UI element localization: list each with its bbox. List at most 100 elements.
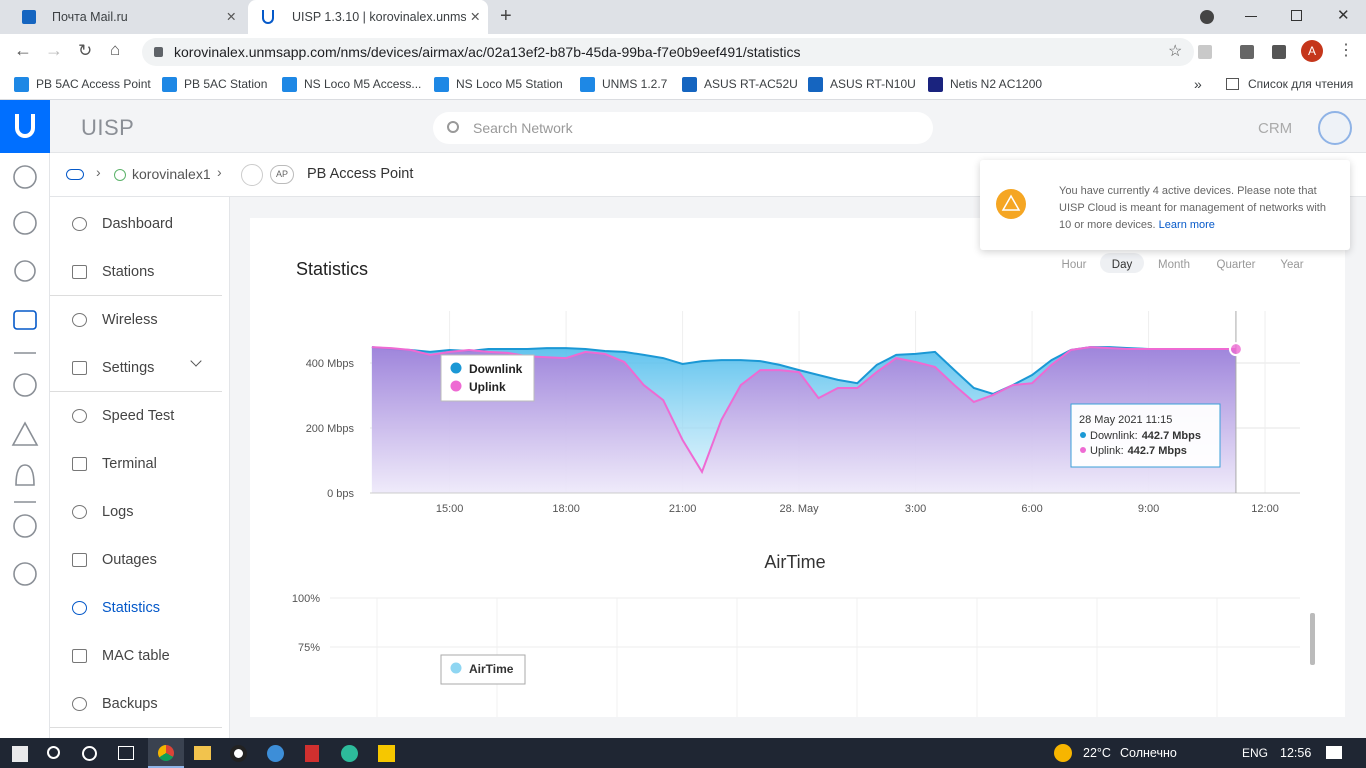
crm-link[interactable]: CRM bbox=[1258, 120, 1293, 137]
nav-item[interactable]: Backups bbox=[50, 680, 229, 728]
profile[interactable]: A bbox=[1301, 40, 1323, 62]
close[interactable]: ✕ bbox=[1337, 7, 1350, 24]
tab[interactable]: Почта Mail.ru ✕ bbox=[8, 0, 244, 34]
bookmark[interactable]: ASUS RT-AC52U bbox=[682, 69, 798, 99]
icon-rail bbox=[0, 153, 50, 738]
bookmark[interactable]: Netis N2 AC1200 bbox=[928, 69, 1042, 99]
nav-item[interactable]: Wireless bbox=[50, 296, 229, 344]
reading-list[interactable]: Список для чтения bbox=[1226, 69, 1353, 99]
x-tick-label: 18:00 bbox=[552, 503, 580, 515]
tab-bar: Почта Mail.ru ✕ UISP 1.3.10 | korovinale… bbox=[0, 0, 1366, 34]
nav-item[interactable]: Stations bbox=[50, 248, 229, 296]
bookmark[interactable]: NS Loco M5 Access... bbox=[282, 69, 421, 99]
scrollbar[interactable] bbox=[1310, 613, 1315, 665]
nav-item[interactable]: Statistics bbox=[50, 584, 229, 632]
y-tick-label: 75% bbox=[298, 642, 320, 654]
temperature[interactable]: 22°C bbox=[1083, 746, 1111, 760]
bookmark[interactable]: UNMS 1.2.7 bbox=[580, 69, 667, 99]
range-button[interactable]: Quarter bbox=[1217, 259, 1256, 271]
bookmark[interactable]: PB 5AC Station bbox=[162, 69, 267, 99]
x-tick-label: 3:00 bbox=[905, 503, 926, 515]
search[interactable] bbox=[47, 746, 60, 759]
site-link[interactable]: korovinalex1 bbox=[132, 166, 211, 182]
weather-icon bbox=[1054, 744, 1072, 762]
tooltip-swatch bbox=[1080, 432, 1086, 438]
nav-item[interactable]: Speed Test bbox=[50, 392, 229, 440]
icon[interactable] bbox=[15, 464, 35, 486]
range-button[interactable]: Month bbox=[1158, 259, 1190, 271]
charts: Statistics Hour Day Month Quarter Year 0 bps… bbox=[292, 253, 1315, 717]
logo-icon[interactable] bbox=[0, 100, 50, 153]
nav-item[interactable]: Logs bbox=[50, 488, 229, 536]
icon[interactable] bbox=[14, 260, 36, 282]
start[interactable] bbox=[12, 746, 28, 762]
tooltip-label: Uplink: bbox=[1090, 445, 1124, 457]
bookmark[interactable]: ASUS RT-N10U bbox=[808, 69, 916, 99]
icon[interactable] bbox=[13, 310, 37, 330]
nav-item[interactable]: Dashboard bbox=[50, 200, 229, 248]
bookmark-title: NS Loco M5 Station bbox=[456, 77, 563, 91]
reload[interactable]: ↻ bbox=[78, 41, 93, 60]
bookmark[interactable]: PB 5AC Access Point bbox=[14, 69, 151, 99]
cortana[interactable] bbox=[82, 746, 97, 761]
legend-label[interactable]: Downlink bbox=[469, 362, 523, 376]
chrome-app[interactable] bbox=[148, 738, 184, 768]
app[interactable] bbox=[230, 745, 247, 762]
menu[interactable]: ⋮ bbox=[1338, 42, 1354, 59]
legend-label[interactable]: Uplink bbox=[469, 380, 506, 394]
extensions[interactable] bbox=[1272, 45, 1286, 59]
new-tab[interactable]: + bbox=[500, 5, 512, 27]
notifications[interactable] bbox=[1326, 746, 1342, 759]
tab-search[interactable] bbox=[1200, 10, 1214, 24]
x-tick-label: 28. May bbox=[780, 503, 820, 515]
back[interactable]: ← bbox=[14, 40, 32, 60]
icon[interactable] bbox=[13, 373, 37, 397]
icon[interactable] bbox=[13, 562, 37, 586]
url-bar[interactable]: korovinalex.unmsapp.com/nms/devices/airm… bbox=[142, 38, 1194, 66]
icon[interactable] bbox=[13, 514, 37, 538]
extension[interactable] bbox=[1198, 45, 1212, 59]
nav-item[interactable]: MAC table bbox=[50, 632, 229, 680]
bookmark[interactable]: NS Loco M5 Station bbox=[434, 69, 563, 99]
x-tick-label: 6:00 bbox=[1021, 503, 1042, 515]
app[interactable] bbox=[378, 745, 395, 762]
nav-label: Backups bbox=[102, 696, 158, 712]
minimize[interactable] bbox=[1245, 16, 1257, 17]
bookmarks-more[interactable]: » bbox=[1194, 76, 1202, 92]
app[interactable] bbox=[267, 745, 284, 762]
icon[interactable] bbox=[11, 421, 39, 446]
maximize[interactable] bbox=[1291, 10, 1302, 21]
nav-icon bbox=[72, 601, 87, 615]
search[interactable]: Search Network bbox=[433, 112, 933, 144]
learn-more[interactable]: Learn more bbox=[1158, 219, 1215, 231]
forward[interactable]: → bbox=[45, 40, 63, 60]
tab-active[interactable]: UISP 1.3.10 | korovinalex.unmsap ✕ bbox=[248, 0, 488, 34]
nav-label: MAC table bbox=[102, 648, 170, 664]
range-button[interactable]: Hour bbox=[1062, 259, 1087, 271]
taskbar: 22°C Солнечно ENG 12:56 bbox=[0, 738, 1366, 768]
user-avatar[interactable] bbox=[1318, 111, 1352, 145]
icon[interactable] bbox=[13, 165, 37, 189]
explorer[interactable] bbox=[194, 746, 211, 760]
range-button[interactable]: Day bbox=[1112, 259, 1133, 271]
extension[interactable] bbox=[1240, 45, 1254, 59]
weather[interactable]: Солнечно bbox=[1120, 746, 1177, 760]
nav-label: Speed Test bbox=[102, 408, 175, 424]
nav-item[interactable]: Terminal bbox=[50, 440, 229, 488]
icon[interactable] bbox=[13, 211, 37, 235]
device-nav: Dashboard Stations Wireless Settings Speed T… bbox=[50, 197, 230, 738]
app[interactable] bbox=[305, 745, 319, 762]
url: korovinalex.unmsapp.com/nms/devices/airm… bbox=[174, 44, 801, 60]
language[interactable]: ENG bbox=[1242, 746, 1269, 760]
legend-label[interactable]: AirTime bbox=[469, 662, 514, 676]
home[interactable]: ⌂ bbox=[110, 40, 121, 59]
tooltip-row: Uplink: 442.7 Mbps bbox=[1090, 445, 1187, 457]
nav-item[interactable]: Settings bbox=[50, 344, 229, 392]
clock[interactable]: 12:56 bbox=[1280, 746, 1312, 760]
nav-item[interactable]: Outages bbox=[50, 536, 229, 584]
edge[interactable] bbox=[341, 745, 358, 762]
range-button[interactable]: Year bbox=[1280, 259, 1303, 271]
task-view[interactable] bbox=[118, 746, 134, 760]
nav-icon bbox=[72, 505, 87, 519]
